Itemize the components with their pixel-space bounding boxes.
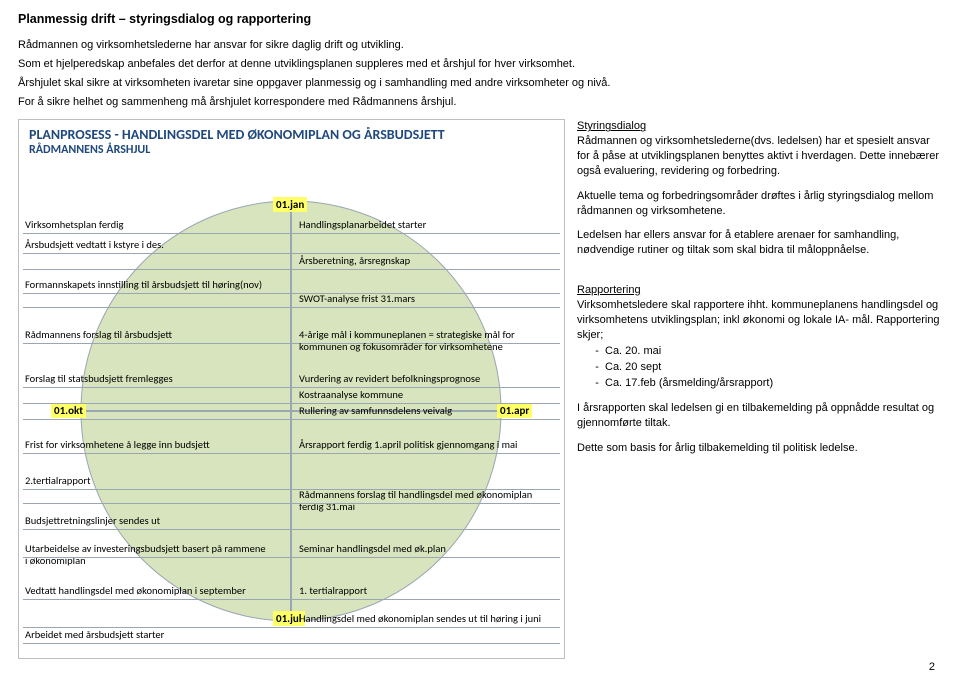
- diagram-subtitle: RÅDMANNENS ÅRSHJUL: [19, 143, 564, 161]
- page-number: 2: [18, 661, 941, 673]
- wheel-separator: [23, 269, 560, 270]
- wheel-item: Formannskapets innstilling til årsbudsje…: [25, 279, 270, 291]
- wheel-item: Årsberetning, årsregnskap: [299, 255, 544, 267]
- wheel-separator: [23, 307, 560, 308]
- bullet-3: Ca. 17.feb (årsmelding/årsrapport): [605, 376, 941, 391]
- styringsdialog-heading: Styringsdialog: [577, 120, 646, 132]
- wheel-separator: [23, 599, 560, 600]
- wheel-item: Seminar handlingsdel med øk.plan: [299, 543, 544, 555]
- wheel-item: 2.tertialrapport: [25, 475, 270, 487]
- wheel-item: 4-årige mål i kommuneplanen = strategisk…: [299, 329, 544, 353]
- page-title: Planmessig drift – styringsdialog og rap…: [18, 12, 941, 26]
- intro-line-4: For å sikre helhet og sammenheng må årsh…: [18, 95, 941, 110]
- intro-line-1: Rådmannen og virksomhetslederne har ansv…: [18, 38, 941, 53]
- rapportering-heading: Rapportering: [577, 284, 641, 296]
- wheel-separator: [23, 403, 560, 404]
- wheel-separator: [23, 233, 560, 234]
- diagram-title: PLANPROSESS - HANDLINGSDEL MED ØKONOMIPL…: [19, 120, 564, 143]
- wheel-separator: [23, 557, 560, 558]
- wheel-item: Forslag til statsbudsjett fremlegges: [25, 373, 270, 385]
- wheel-item: Årsrapport ferdig 1.april politisk gjenn…: [299, 439, 544, 451]
- right-column: Styringsdialog Rådmannen og virksomhetsl…: [577, 119, 941, 659]
- wheel-separator: [23, 453, 560, 454]
- wheel-item: Kostraanalyse kommune: [299, 389, 544, 401]
- quarter-label-jan: 01.jan: [273, 197, 307, 212]
- wheel-separator: [23, 253, 560, 254]
- wheel-item: Rådmannens forslag til årsbudsjett: [25, 329, 270, 341]
- rapportering-bullets: Ca. 20. mai Ca. 20 sept Ca. 17.feb (årsm…: [577, 344, 941, 391]
- wheel-item: Årsbudsjett vedtatt i kstyre i des.: [25, 239, 270, 251]
- wheel-item: Handlingsdel med økonomiplan sendes ut t…: [299, 613, 544, 625]
- wheel-item: Rådmannens forslag til handlingsdel med …: [299, 489, 544, 513]
- wheel-separator: [23, 419, 560, 420]
- bullet-2: Ca. 20 sept: [605, 360, 941, 375]
- wheel-item: Utarbeidelse av investeringsbudsjett bas…: [25, 543, 270, 567]
- styringsdialog-p2: Aktuelle tema og forbedringsområder drøf…: [577, 189, 941, 219]
- wheel-item: Frist for virksomhetene å legge inn buds…: [25, 439, 270, 451]
- wheel-item: Rullering av samfunnsdelens veivalg: [299, 405, 544, 417]
- wheel-item: Vurdering av revidert befolkningsprognos…: [299, 373, 544, 385]
- wheel-item: 1. tertialrapport: [299, 585, 544, 597]
- wheel-item: Budsjettretningslinjer sendes ut: [25, 515, 270, 527]
- rapportering-p2: I årsrapporten skal ledelsen gi en tilba…: [577, 401, 941, 431]
- wheel-item: Arbeidet med årsbudsjett starter: [25, 629, 270, 641]
- rapportering-p1: Virksomhetsledere skal rapportere ihht. …: [577, 299, 940, 341]
- annual-wheel-diagram: PLANPROSESS - HANDLINGSDEL MED ØKONOMIPL…: [18, 119, 565, 659]
- wheel-item: SWOT-analyse frist 31.mars: [299, 293, 544, 305]
- intro-block: Rådmannen og virksomhetslederne har ansv…: [18, 38, 941, 109]
- wheel-separator: [23, 503, 560, 504]
- intro-line-3: Årshjulet skal sikre at virksomheten iva…: [18, 76, 941, 91]
- wheel-item: Virksomhetsplan ferdig: [25, 219, 270, 231]
- wheel-separator: [23, 387, 560, 388]
- wheel-separator: [23, 643, 560, 644]
- intro-line-2: Som et hjelperedskap anbefales det derfo…: [18, 57, 941, 72]
- wheel-item: Vedtatt handlingsdel med økonomiplan i s…: [25, 585, 270, 597]
- quarter-label-okt: 01.okt: [51, 403, 86, 418]
- rapportering-p3: Dette som basis for årlig tilbakemelding…: [577, 441, 941, 456]
- styringsdialog-p1: Rådmannen og virksomhetslederne(dvs. led…: [577, 135, 939, 177]
- wheel-separator: [23, 529, 560, 530]
- bullet-1: Ca. 20. mai: [605, 344, 941, 359]
- wheel-item: Handlingsplanarbeidet starter: [299, 219, 544, 231]
- styringsdialog-p3: Ledelsen har ellers ansvar for å etabler…: [577, 228, 941, 258]
